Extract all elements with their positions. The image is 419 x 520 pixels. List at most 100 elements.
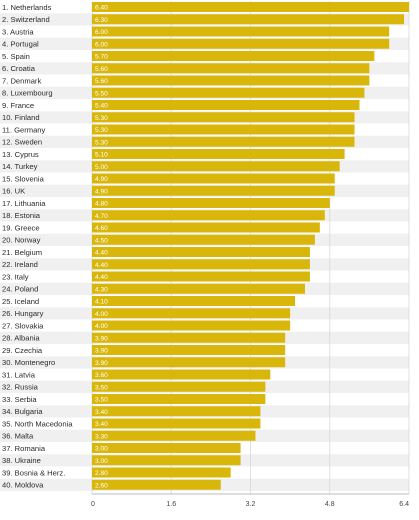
bar (92, 222, 320, 233)
bar (92, 406, 261, 417)
data-label: 3.50 (95, 384, 108, 391)
bar (92, 38, 390, 49)
data-label: 4.40 (95, 250, 108, 257)
data-label: 3.90 (95, 335, 108, 342)
bar (92, 247, 310, 257)
category-label: 2. Switzerland (2, 15, 50, 24)
category-label: 7. Denmark (2, 76, 41, 85)
bar (92, 467, 231, 478)
bar (92, 443, 241, 453)
data-label: 4.00 (95, 311, 108, 318)
category-label: 30. Montenegro (2, 358, 55, 367)
bar (92, 357, 286, 368)
category-label: 35. North Macedonia (2, 419, 73, 428)
data-label: 5.00 (95, 164, 108, 171)
bar (92, 2, 409, 12)
data-label: 3.00 (95, 458, 108, 465)
data-label: 5.30 (95, 139, 108, 146)
value-labels: 6.40 6.30 6.00 6.00 5.70 5.60 5.60 5.50 5.40 5.30… (95, 5, 108, 490)
bar (92, 198, 330, 208)
data-label: 2.60 (95, 482, 108, 489)
category-label: 24. Poland (2, 285, 38, 294)
bar (92, 259, 310, 270)
category-label: 16. UK (2, 187, 25, 196)
bar (92, 283, 305, 294)
data-label: 5.30 (95, 115, 108, 122)
x-tick-label: 3.2 (246, 501, 256, 508)
category-label: 32. Russia (2, 383, 39, 392)
category-label: 22. Ireland (2, 260, 38, 269)
category-label: 36. Malta (2, 432, 34, 441)
data-label: 6.40 (95, 5, 108, 12)
category-label: 39. Bosnia & Herz. (2, 468, 65, 477)
category-label: 11. Germany (2, 125, 46, 134)
bar (92, 296, 296, 306)
bar (92, 418, 261, 429)
data-label: 5.70 (95, 54, 108, 61)
data-label: 5.60 (95, 66, 108, 73)
data-label: 3.90 (95, 348, 108, 355)
data-label: 3.40 (95, 421, 108, 428)
data-label: 2.80 (95, 470, 108, 477)
bar (92, 381, 266, 392)
data-label: 3.90 (95, 360, 108, 367)
data-label: 4.30 (95, 286, 108, 293)
data-label: 4.40 (95, 262, 108, 269)
x-axis: 0 1.6 3.2 4.8 6.4 (91, 493, 409, 508)
category-label: 40. Moldova (2, 481, 44, 490)
bar (92, 14, 405, 25)
data-label: 4.40 (95, 274, 108, 281)
category-label: 4. Portugal (2, 40, 39, 49)
category-label: 31. Latvia (2, 370, 36, 379)
category-label: 21. Belgium (2, 248, 42, 257)
bar (92, 112, 355, 123)
bar (92, 26, 390, 37)
category-label: 33. Serbia (2, 395, 37, 404)
x-tick-label: 6.4 (399, 501, 409, 508)
category-label: 10. Finland (2, 113, 40, 122)
category-label: 5. Spain (2, 52, 30, 61)
category-label: 25. Iceland (2, 297, 39, 306)
bar (92, 430, 256, 441)
bar (92, 320, 291, 331)
category-label: 15. Slovenia (2, 174, 45, 183)
bar (92, 345, 286, 355)
bar (92, 75, 370, 86)
category-label: 18. Estonia (2, 211, 41, 220)
bar (92, 234, 315, 245)
category-label: 23. Italy (2, 272, 29, 281)
bar (92, 369, 271, 380)
bar (92, 124, 355, 135)
x-tick-label: 4.8 (325, 501, 335, 508)
category-label: 38. Ukraine (2, 456, 41, 465)
category-label: 8. Luxembourg (2, 89, 53, 98)
data-label: 4.50 (95, 237, 108, 244)
bar (92, 87, 365, 98)
category-label: 27. Slovakia (2, 321, 44, 330)
category-labels: 1. Netherlands 2. Switzerland 3. Austria 4.… (2, 3, 73, 490)
category-label: 17. Lithuania (2, 199, 46, 208)
category-label: 37. Romania (2, 444, 46, 453)
category-label: 3. Austria (2, 27, 34, 36)
bar (92, 136, 355, 147)
category-label: 13. Cyprus (2, 150, 39, 159)
category-label: 14. Turkey (2, 162, 38, 171)
data-label: 6.00 (95, 29, 108, 36)
data-label: 4.90 (95, 176, 108, 183)
category-label: 29. Czechia (2, 346, 43, 355)
data-label: 5.50 (95, 90, 108, 97)
category-label: 9. France (2, 101, 34, 110)
bar (92, 100, 360, 110)
bar (92, 455, 241, 466)
data-label: 5.60 (95, 78, 108, 85)
data-label: 4.70 (95, 213, 108, 220)
bar (92, 161, 340, 172)
category-label: 1. Netherlands (2, 3, 52, 12)
data-label: 6.00 (95, 41, 108, 48)
data-label: 4.80 (95, 201, 108, 208)
bars (92, 2, 409, 490)
data-label: 4.10 (95, 299, 108, 306)
x-tick-label: 1.6 (166, 501, 176, 508)
data-label: 5.40 (95, 103, 108, 110)
